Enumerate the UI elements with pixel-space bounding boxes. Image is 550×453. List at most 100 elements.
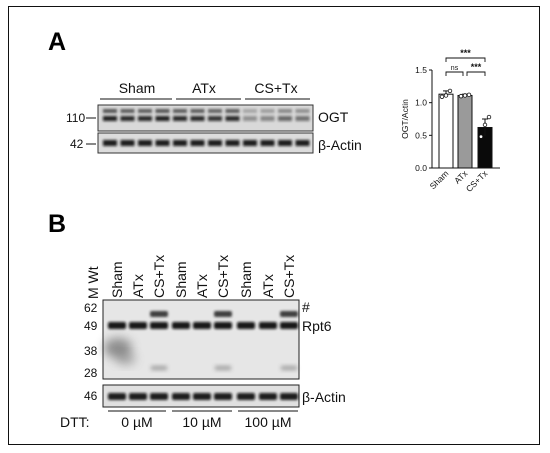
actin-a-band-lane-5	[173, 140, 187, 146]
actin-a-band-lane-1	[103, 140, 117, 146]
panel-a-group-atx: ATx	[192, 80, 216, 96]
ogt-band-lane-12	[295, 109, 310, 121]
actin-a-band-lane-7	[208, 140, 222, 146]
significance-label-3: ***	[471, 62, 482, 72]
panel-b-letter: B	[48, 210, 66, 238]
panel-b-mw-62: 62	[84, 301, 98, 315]
dtt-dose-100: 100 µM	[245, 414, 292, 430]
rpt6-band-lane-6	[214, 311, 232, 370]
actin-a-band-lane-8	[225, 140, 240, 146]
ogt-blot	[97, 104, 314, 132]
panel-b-mw-28: 28	[84, 366, 98, 380]
panel-b-mw-49: 49	[84, 319, 98, 333]
chart-y-tick-label-3: 1.5	[415, 65, 427, 75]
actin-b-band-lane-4	[172, 393, 190, 400]
data-point-1-1	[439, 94, 445, 99]
actin-a-band-lane-11	[278, 140, 292, 146]
significance-label-1: ***	[460, 48, 471, 58]
actin-b-band-lane-9	[280, 393, 298, 400]
data-point-3-3	[486, 114, 492, 120]
significance-bracket-3	[466, 71, 486, 76]
data-point-3-1	[478, 134, 484, 139]
panel-b-lane-label-5: ATx	[194, 274, 210, 298]
rpt6-band-lane-9	[280, 311, 298, 370]
data-point-2-2	[462, 93, 468, 98]
panel-b-mw-46: 46	[84, 389, 98, 403]
panel-b-lane-label-9: CS+Tx	[281, 255, 297, 298]
actin-b-band-lane-3	[150, 393, 168, 400]
panel-a-ogt-label: OGT	[318, 109, 349, 125]
significance-label-2: ns	[451, 65, 459, 72]
rpt6-band-lane-8	[259, 322, 277, 329]
actin-b-band-lane-5	[193, 393, 211, 400]
ogt-band-lane-8	[225, 109, 240, 121]
ogt-band-lane-3	[138, 109, 152, 121]
rpt6-band-lane-3	[150, 311, 168, 370]
ogt-band-lane-5	[173, 109, 187, 121]
actin-a-band-lane-4	[155, 140, 170, 146]
significance-bracket-2	[445, 71, 464, 76]
panel-a-letter: A	[48, 28, 66, 56]
ogt-band-lane-1	[103, 109, 117, 121]
ogt-band-lane-4	[155, 109, 170, 121]
rpt6-band-lane-4	[172, 322, 190, 329]
figure-border	[8, 6, 540, 445]
actin-b-band-lane-6	[214, 393, 232, 400]
ogt-band-lane-9	[243, 109, 257, 121]
panel-b-mw-header: M Wt	[85, 266, 101, 299]
bar-atx	[457, 94, 473, 169]
panel-a-group-cstx: CS+Tx	[254, 80, 297, 96]
panel-b-lane-label-8: ATx	[260, 274, 276, 298]
ogt-band-lane-7	[208, 109, 222, 121]
chart-y-tick-label-2: 1.0	[415, 98, 427, 108]
actin-b-band-lane-2	[129, 393, 147, 400]
ogt-band-lane-11	[278, 109, 292, 121]
chart-y-tick-label-1: 0.5	[415, 130, 427, 140]
significance-bracket-1	[445, 57, 486, 62]
chart-y-tick-label-0: 0.0	[415, 163, 427, 173]
data-point-3-2	[482, 122, 488, 128]
actin-blot-b	[102, 384, 300, 408]
actin-a-band-lane-6	[190, 140, 205, 146]
actin-blot-a	[97, 132, 314, 154]
panel-b-lane-label-2: ATx	[130, 274, 146, 298]
data-point-2-3	[466, 92, 472, 98]
rpt6-blot	[102, 299, 300, 380]
actin-a-band-lane-3	[138, 140, 152, 146]
data-point-1-3	[447, 88, 453, 94]
rpt6-band-lane-7	[237, 322, 255, 329]
actin-a-band-lane-9	[243, 140, 257, 146]
actin-a-band-lane-2	[120, 140, 135, 146]
dtt-dose-0: 0 µM	[121, 414, 152, 430]
ogt-band-lane-2	[120, 109, 135, 121]
panel-a-group-sham: Sham	[119, 80, 156, 96]
panel-b-lane-label-3: CS+Tx	[151, 255, 167, 298]
panel-b-hash-label: #	[302, 299, 310, 315]
panel-b-actin-label: β-Actin	[302, 389, 346, 405]
panel-b-lane-label-6: CS+Tx	[215, 255, 231, 298]
panel-b-mw-38: 38	[84, 344, 98, 358]
panel-a-mw-42: 42	[70, 137, 84, 151]
panel-b-lane-label-1: Sham	[109, 261, 125, 298]
actin-b-band-lane-1	[108, 393, 126, 400]
dtt-dose-10: 10 µM	[182, 414, 221, 430]
bar-sham	[438, 93, 454, 169]
ogt-band-lane-10	[260, 109, 275, 121]
actin-b-band-lane-7	[237, 393, 255, 400]
panel-b-lane-label-7: Sham	[238, 261, 254, 298]
actin-b-band-lane-8	[259, 393, 277, 400]
panel-a-mw-110: 110	[66, 111, 85, 125]
actin-a-band-lane-10	[260, 140, 275, 146]
ogt-band-lane-6	[190, 109, 205, 121]
actin-a-band-lane-12	[295, 140, 310, 146]
data-point-2-1	[458, 93, 464, 99]
panel-b-dtt-label: DTT:	[60, 414, 90, 430]
rpt6-band-lane-5	[193, 322, 211, 329]
panel-a-actin-label: β-Actin	[318, 137, 362, 153]
chart-x-tick-label-3: CS+Tx	[464, 168, 490, 194]
panel-b-rpt6-label: Rpt6	[302, 318, 332, 334]
rpt6-band-lane-2	[129, 322, 147, 329]
panel-b-lane-label-4: Sham	[173, 261, 189, 298]
